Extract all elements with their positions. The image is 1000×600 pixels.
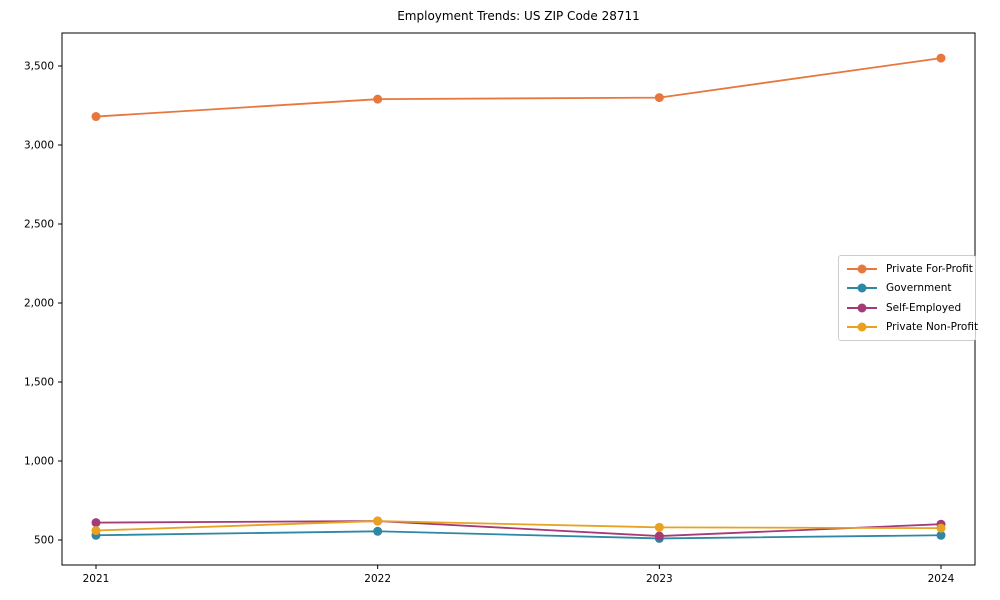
legend-line-sample [847, 264, 877, 274]
legend-label: Self-Employed [886, 301, 962, 314]
series-line-private-non-profit [95, 520, 942, 532]
legend-item-government: Government [839, 282, 975, 294]
chart-title: Employment Trends: US ZIP Code 28711 [397, 9, 640, 23]
legend-item-private-non-profit: Private Non-Profit [839, 321, 979, 334]
data-point-private-for-profit-2021 [91, 112, 101, 122]
data-point-self-employed-2023 [654, 531, 664, 541]
data-point-government-2022 [373, 526, 383, 536]
legend-marker-dot [857, 322, 867, 332]
legend-line-sample [847, 303, 877, 313]
data-point-private-non-profit-2022 [373, 516, 383, 526]
y-tick-label: 1,500 [24, 377, 54, 389]
legend-item-self-employed: Self-Employed [839, 302, 975, 314]
legend-label: Private Non-Profit [886, 321, 979, 334]
series-line-government [95, 530, 942, 540]
legend-line-sample [847, 283, 877, 293]
data-point-private-for-profit-2022 [373, 94, 383, 104]
legend-item-private-for-profit: Private For-Profit [839, 263, 975, 275]
y-tick-label: 3,500 [24, 61, 54, 73]
legend-marker-dot [857, 283, 867, 293]
legend-marker-dot [857, 264, 867, 274]
legend-label: Private For-Profit [886, 262, 973, 275]
series-line-private-for-profit [95, 57, 942, 118]
legend: Private For-Profit Government Self-Employe… [838, 255, 979, 341]
legend-marker-dot [857, 303, 867, 313]
x-tick-label: 2022 [364, 573, 391, 585]
data-point-private-non-profit-2023 [654, 522, 664, 532]
y-tick-label: 2,500 [24, 219, 54, 231]
legend-line-sample [847, 322, 877, 332]
data-point-self-employed-2021 [91, 518, 101, 528]
x-tick-label: 2024 [928, 573, 955, 585]
y-tick-label: 2,000 [24, 298, 54, 310]
y-tick-label: 1,000 [24, 456, 54, 468]
data-point-private-non-profit-2024 [936, 523, 946, 533]
legend-label: Government [886, 282, 952, 295]
y-tick-label: 500 [34, 535, 54, 547]
data-point-government-2024 [936, 530, 946, 540]
y-tick-label: 3,000 [24, 140, 54, 152]
data-point-private-non-profit-2021 [91, 526, 101, 536]
series-line-self-employed [95, 520, 942, 537]
data-point-private-for-profit-2024 [936, 53, 946, 63]
x-tick-label: 2021 [83, 573, 110, 585]
data-point-private-for-profit-2023 [654, 93, 664, 103]
x-tick-label: 2023 [646, 573, 673, 585]
